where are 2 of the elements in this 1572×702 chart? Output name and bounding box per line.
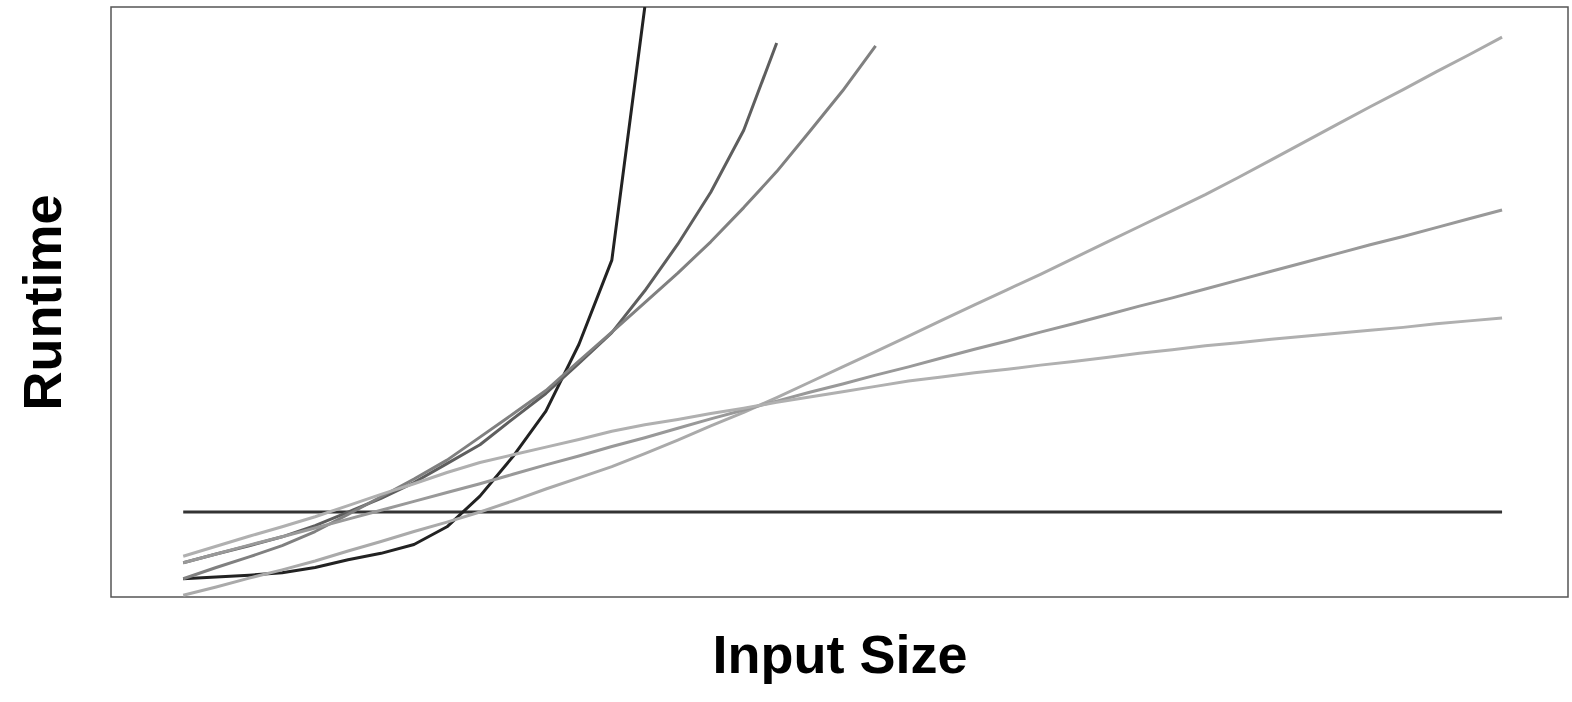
x-axis-title: Input Size [712,623,968,684]
y-axis-title: Runtime [11,194,72,411]
